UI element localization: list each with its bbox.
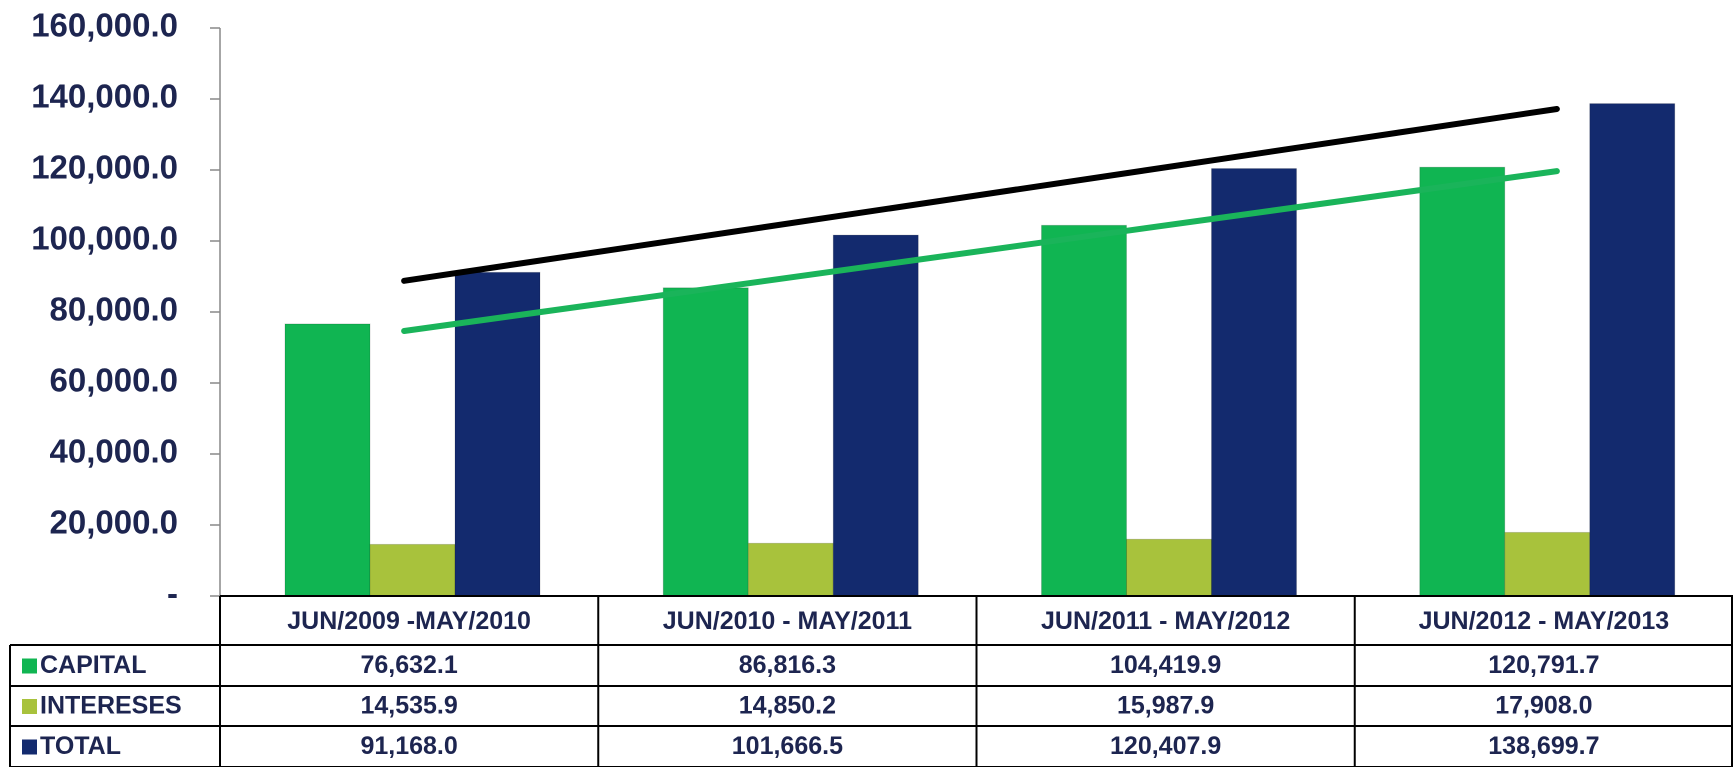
y-tick-label: 100,000.0 [31, 220, 178, 257]
bar [1419, 166, 1506, 597]
category-label: JUN/2010 - MAY/2011 [663, 607, 912, 635]
legend-swatch [22, 658, 37, 674]
value-label: 120,791.7 [1488, 651, 1599, 679]
legend-label: TOTAL [40, 732, 121, 760]
bar [1504, 531, 1591, 597]
value-label: 86,816.3 [739, 651, 836, 679]
bar [747, 542, 834, 597]
y-tick-label: 60,000.0 [50, 362, 178, 399]
bar [1589, 103, 1676, 597]
y-tick-label: 140,000.0 [31, 78, 178, 115]
legend-label: CAPITAL [40, 651, 146, 679]
category-label: JUN/2012 - MAY/2013 [1419, 607, 1670, 635]
y-tick-label: - [167, 575, 178, 612]
bar [284, 323, 371, 597]
category-label: JUN/2009 -MAY/2010 [287, 607, 531, 635]
value-label: 91,168.0 [360, 732, 457, 760]
bar [662, 287, 749, 597]
value-label: 17,908.0 [1495, 692, 1592, 720]
bar [1126, 538, 1212, 597]
bar [832, 234, 919, 597]
value-label: 14,535.9 [360, 692, 457, 720]
legend-swatch [22, 739, 37, 755]
value-label: 138,699.7 [1488, 732, 1599, 760]
value-label: 76,632.1 [360, 651, 457, 679]
trendline [401, 105, 1560, 284]
bar [369, 543, 456, 597]
value-label: 104,419.9 [1110, 651, 1221, 679]
bar [1211, 168, 1297, 597]
y-tick-label: 120,000.0 [31, 149, 178, 186]
value-label: 15,987.9 [1117, 692, 1214, 720]
y-tick-label: 160,000.0 [31, 7, 178, 44]
bar [454, 271, 541, 597]
value-label: 14,850.2 [739, 692, 836, 720]
bar [1041, 224, 1127, 597]
legend-swatch [22, 699, 37, 714]
y-tick-label: 20,000.0 [50, 504, 178, 541]
y-tick-label: 40,000.0 [50, 433, 178, 470]
value-label: 101,666.5 [732, 732, 843, 760]
value-label: 120,407.9 [1110, 732, 1221, 760]
category-label: JUN/2011 - MAY/2012 [1041, 607, 1290, 635]
y-tick-label: 80,000.0 [50, 291, 178, 328]
legend-label: INTERESES [40, 692, 182, 720]
trendline [401, 168, 1560, 334]
